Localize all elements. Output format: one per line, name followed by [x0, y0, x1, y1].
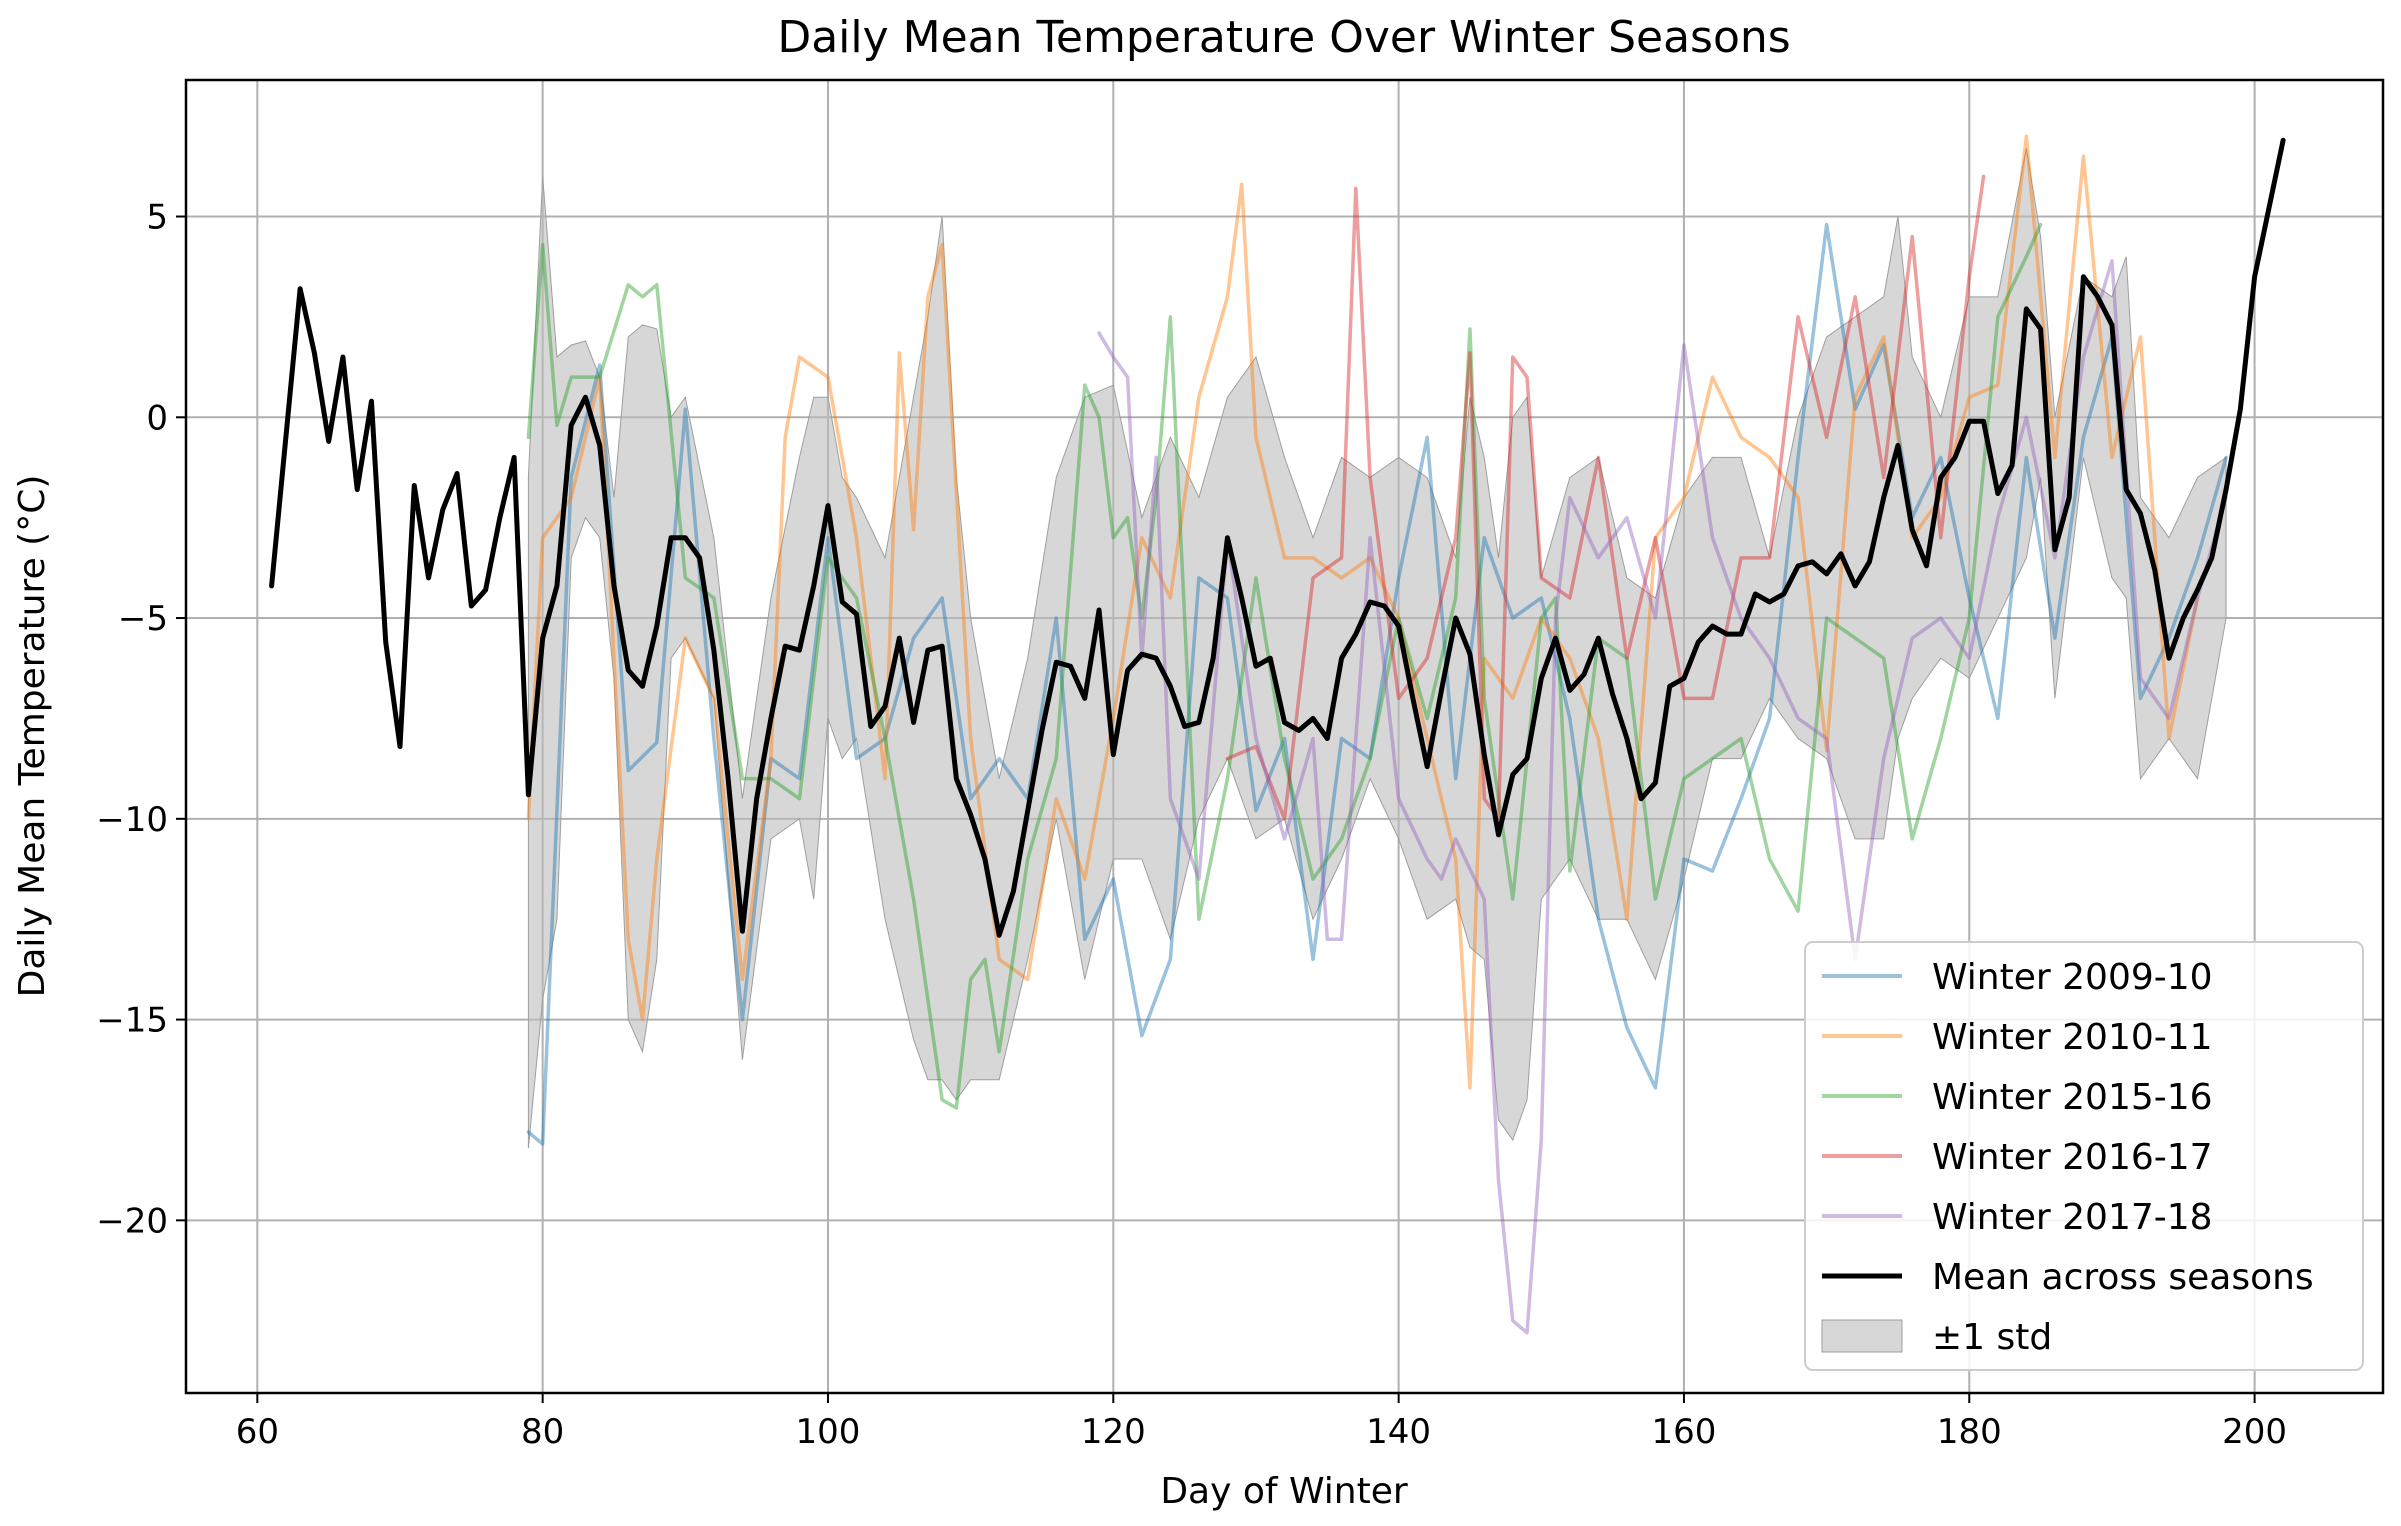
std-band-layer: [527, 148, 2227, 1149]
series-layer: [269, 134, 2286, 1335]
legend-label: Winter 2009-10: [1932, 957, 2213, 998]
y-tick-label: −15: [96, 1001, 168, 1041]
series-line-winter-2009-10: [526, 222, 2228, 1146]
series-line-winter-2017-18: [1097, 258, 2228, 1335]
series-line-winter-2015-16: [526, 222, 2043, 1110]
legend-label: Mean across seasons: [1932, 1257, 2314, 1298]
x-tick-label: 160: [1652, 1412, 1717, 1452]
y-axis-label: Daily Mean Temperature (°C): [12, 475, 53, 998]
legend-swatch: [1821, 1319, 1903, 1353]
x-tick-label: 60: [236, 1412, 279, 1452]
legend-box: [1804, 941, 2364, 1371]
x-tick-label: 120: [1081, 1412, 1146, 1452]
std-band-area: [527, 148, 2227, 1149]
ticks: 60 80 100 120 140 160 180 200 5 0 −5 −10 −15 −20: [96, 198, 2287, 1452]
legend-label: Winter 2016-17: [1932, 1137, 2213, 1178]
legend-label: Winter 2010-11: [1932, 1017, 2213, 1058]
x-axis-label: Day of Winter: [1160, 1471, 1408, 1512]
legend-label: Winter 2017-18: [1932, 1197, 2213, 1238]
y-tick-label: −20: [96, 1201, 168, 1241]
legend-label: ±1 std: [1932, 1317, 2052, 1358]
chart-title: Daily Mean Temperature Over Winter Seaso…: [777, 12, 1790, 63]
y-tick-label: −5: [118, 599, 168, 639]
series-line-mean-across-seasons: [269, 137, 2286, 938]
x-tick-label: 180: [1937, 1412, 2002, 1452]
x-tick-label: 140: [1366, 1412, 1431, 1452]
x-tick-label: 80: [521, 1412, 564, 1452]
y-tick-label: 0: [146, 398, 168, 438]
y-tick-label: 5: [146, 198, 168, 238]
legend-label: Winter 2015-16: [1932, 1077, 2213, 1118]
x-tick-label: 100: [796, 1412, 861, 1452]
y-tick-label: −10: [96, 800, 168, 840]
series-line-winter-2016-17: [1225, 174, 1986, 821]
plot-frame: [184, 78, 2385, 1395]
x-tick-label: 200: [2222, 1412, 2287, 1452]
legend: Winter 2009-10 Winter 2010-11 Winter 2015-…: [1804, 941, 2364, 1371]
series-line-winter-2010-11: [526, 134, 2200, 1090]
